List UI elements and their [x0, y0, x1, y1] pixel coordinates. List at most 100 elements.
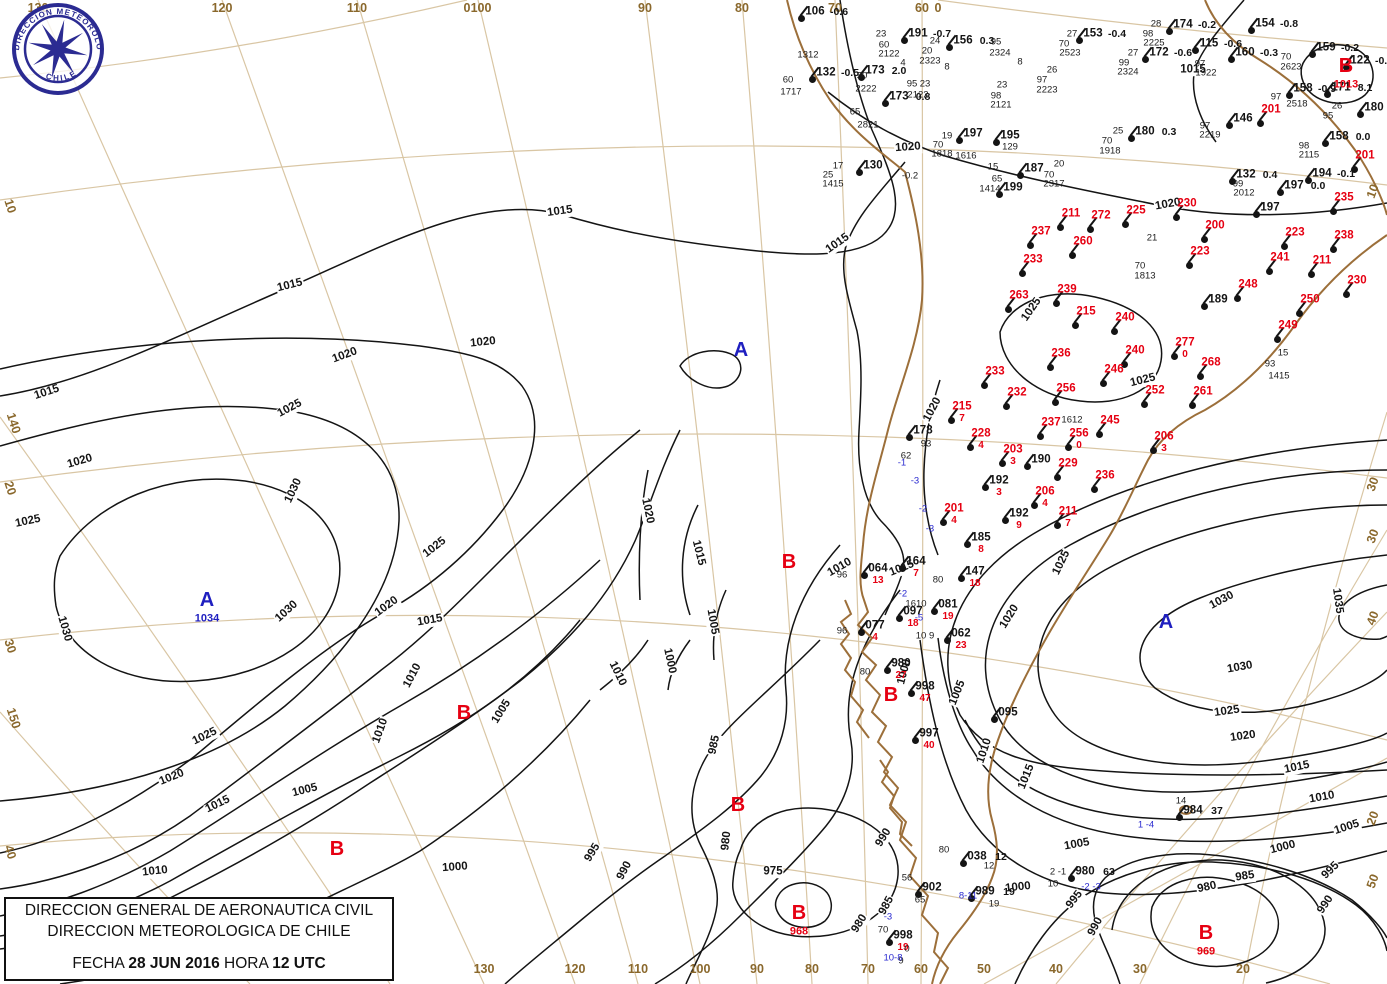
station-red-label: 245: [1100, 414, 1120, 427]
station-red-value: 9: [1016, 520, 1022, 531]
aux-number: 56: [901, 872, 913, 884]
station-symbol: [1076, 37, 1083, 44]
station-red-label: 237: [1041, 416, 1061, 429]
isobar-label: 980: [719, 829, 734, 853]
aux-number: 2 -1: [1049, 866, 1067, 878]
station-pressure: 132: [816, 66, 836, 79]
isobar-label: 1020: [330, 345, 360, 367]
station-pressure: 195: [1000, 129, 1020, 142]
station-symbol: [1054, 522, 1061, 529]
station-symbol: [1047, 364, 1054, 371]
station-symbol: [946, 44, 953, 51]
station-symbol: [931, 608, 938, 615]
coastline: [786, 0, 1387, 984]
isobar-label: 1005: [946, 678, 969, 708]
station-pressure: 147: [965, 565, 985, 578]
station-symbol: [915, 891, 922, 898]
station-pressure: 190: [1031, 453, 1051, 466]
aux-number: 97: [1199, 120, 1211, 132]
grid-label-bottom: 120: [564, 962, 586, 976]
station-symbol: [1068, 875, 1075, 882]
title-box: DIRECCION GENERAL DE AERONAUTICA CIVIL D…: [4, 897, 394, 981]
isobar-label: 1020: [1228, 728, 1258, 745]
station-pressure: 984: [1183, 804, 1203, 817]
grid-label-bottom: 100: [689, 962, 711, 976]
station-pressure: 902: [922, 881, 942, 894]
isobar-label: 1015: [203, 793, 233, 817]
high-pressure-center: A: [199, 589, 215, 611]
isobar-label: 1020: [157, 766, 187, 789]
aux-number: 1616: [955, 150, 977, 162]
station-red-label: 261: [1193, 385, 1213, 398]
grid-label-top: 90: [638, 1, 652, 15]
aux-number: 12: [983, 860, 995, 872]
grid-label-right: 10: [1363, 182, 1382, 201]
aux-number: -2: [918, 503, 928, 515]
station-symbol: [996, 191, 1003, 198]
high-pressure-center: A: [733, 339, 749, 361]
pressure-center-value: 1013: [1333, 78, 1359, 91]
grid-label-bottom: 50: [977, 962, 991, 976]
station-red-label: 225: [1126, 204, 1146, 217]
isobar-label: 1015: [1282, 758, 1312, 777]
station-pressure: 192: [1009, 507, 1029, 520]
aux-number: 60: [782, 74, 794, 86]
station-pressure: 097: [903, 605, 923, 618]
aux-number: 2323: [919, 55, 941, 67]
pressure-center-value: 968: [789, 925, 809, 938]
coast-fjords: [839, 599, 870, 739]
station-red-label: 229: [1058, 457, 1078, 470]
station-red-value: 7: [1065, 518, 1071, 529]
station-red-label: 250: [1300, 293, 1320, 306]
station-symbol: [1229, 178, 1236, 185]
station-symbol: [1281, 243, 1288, 250]
isobar-label: 1020: [638, 496, 657, 526]
station-tendency: -0.6: [829, 5, 849, 18]
low-pressure-center: B: [730, 794, 746, 816]
isobar-label: 1025: [1212, 703, 1242, 720]
datetime-line: FECHA 28 JUN 2016 HORA 12 UTC: [6, 955, 392, 973]
station-symbol: [1248, 27, 1255, 34]
station-tendency: -0.3: [1259, 46, 1279, 59]
station-symbol: [1019, 270, 1026, 277]
isobar-label: 1010: [140, 863, 170, 880]
aux-number: 96: [836, 625, 848, 637]
aux-number: 25: [1112, 125, 1124, 137]
station-tendency: -0.2: [1340, 41, 1360, 54]
station-symbol: [1142, 56, 1149, 63]
station-red-label: 237: [1031, 225, 1051, 238]
station-red-value: 19: [942, 611, 954, 622]
grid-label-right: 20: [1363, 809, 1382, 828]
station-red-label: 201: [944, 502, 964, 515]
aux-number: 95: [1322, 110, 1334, 122]
station-pressure: 159: [1316, 41, 1336, 54]
aux-number: 20: [1053, 158, 1065, 170]
station-red-value: 27: [895, 670, 907, 681]
station-symbol: [982, 484, 989, 491]
aux-number: 2225: [1143, 37, 1165, 49]
aux-number: -1: [897, 457, 907, 469]
station-pressure: 180: [1135, 125, 1155, 138]
station-pressure: 998: [893, 929, 913, 942]
date-label: FECHA: [72, 955, 125, 972]
station-red-value: 0: [1182, 349, 1188, 360]
station-red-label: 239: [1057, 283, 1077, 296]
high-pressure-center: A: [1158, 611, 1174, 633]
aux-number: 70: [932, 139, 944, 151]
station-symbol: [1176, 814, 1183, 821]
aux-number: 2623: [1280, 61, 1302, 73]
isobar-label: 1015: [1179, 63, 1207, 76]
station-symbol: [1002, 517, 1009, 524]
station-symbol: [1166, 28, 1173, 35]
station-tendency: 0.4: [1262, 168, 1278, 181]
station-red-label: 201: [1261, 103, 1281, 116]
station-red-label: 235: [1334, 191, 1354, 204]
low-pressure-center: B: [781, 551, 797, 573]
station-symbol: [1189, 402, 1196, 409]
isobar-label: 1020: [921, 395, 945, 425]
aux-number: 2115: [1298, 149, 1320, 161]
aux-number: 2121: [990, 99, 1012, 111]
grid-label-bottom: 60: [914, 962, 928, 976]
station-symbol: [960, 860, 967, 867]
aux-number: 2222: [855, 83, 877, 95]
